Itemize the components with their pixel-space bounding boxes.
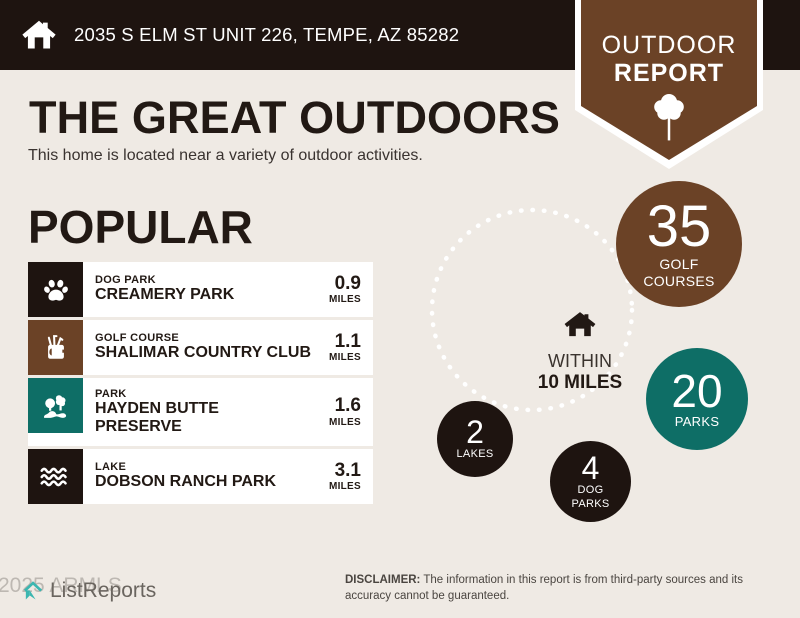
svg-text:REPORT: REPORT xyxy=(614,59,724,87)
svg-text:OUTDOOR: OUTDOOR xyxy=(602,31,737,59)
